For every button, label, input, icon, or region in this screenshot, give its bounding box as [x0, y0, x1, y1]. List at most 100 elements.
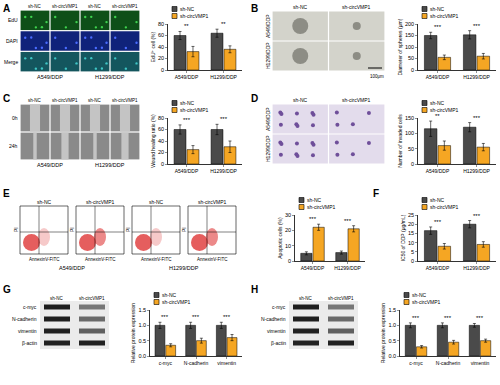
svg-text:sh-circVMP1: sh-circVMP1 — [86, 199, 115, 205]
svg-text:sh-circVMP1: sh-circVMP1 — [430, 107, 459, 113]
svg-text:**: ** — [435, 113, 440, 119]
svg-text:A549/DDP: A549/DDP — [37, 74, 63, 80]
svg-text:EdU: EdU — [8, 17, 18, 23]
svg-text:80: 80 — [158, 21, 164, 27]
svg-text:0.5: 0.5 — [388, 338, 396, 344]
svg-text:Diameter of spheres (μm): Diameter of spheres (μm) — [397, 18, 403, 75]
svg-text:PI: PI — [181, 227, 187, 232]
svg-text:A549/DDP: A549/DDP — [426, 74, 450, 80]
svg-text:H1299/DDP: H1299/DDP — [463, 74, 490, 80]
svg-text:A549/DDP: A549/DDP — [265, 14, 271, 38]
svg-text:***: *** — [183, 117, 191, 123]
svg-text:A549/DDP: A549/DDP — [175, 74, 199, 80]
svg-text:sh-circVMP1: sh-circVMP1 — [162, 299, 191, 305]
svg-text:β-actin: β-actin — [22, 340, 37, 346]
svg-text:sh-NC: sh-NC — [307, 197, 322, 203]
svg-text:50: 50 — [408, 146, 414, 152]
svg-text:60: 60 — [158, 32, 164, 38]
svg-text:c-myc: c-myc — [409, 360, 423, 366]
svg-text:sh-NC: sh-NC — [162, 292, 177, 298]
svg-text:sh-NC: sh-NC — [293, 97, 308, 103]
svg-text:sh-NC: sh-NC — [293, 4, 308, 10]
svg-text:H1299/DDP: H1299/DDP — [463, 265, 490, 271]
svg-text:sh-circVMP1: sh-circVMP1 — [430, 204, 459, 210]
svg-text:40: 40 — [158, 138, 164, 144]
svg-text:A549/DDP: A549/DDP — [175, 168, 199, 174]
svg-text:N-cadherin: N-cadherin — [184, 360, 209, 366]
svg-text:H1299/DDP: H1299/DDP — [95, 162, 125, 168]
svg-text:sh-circVMP1: sh-circVMP1 — [342, 97, 371, 103]
svg-text:sh-NC: sh-NC — [430, 6, 445, 12]
svg-text:H1299/DDP: H1299/DDP — [265, 135, 271, 162]
svg-text:sh-circVMP1: sh-circVMP1 — [430, 13, 459, 19]
svg-text:15: 15 — [408, 230, 414, 236]
svg-text:sh-circVMP1: sh-circVMP1 — [52, 98, 78, 103]
svg-text:20: 20 — [158, 149, 164, 155]
svg-text:c-myc: c-myc — [23, 304, 37, 310]
svg-text:24h: 24h — [9, 143, 18, 149]
svg-text:A549/DDP: A549/DDP — [59, 265, 85, 271]
svg-text:Relative protein expression: Relative protein expression — [380, 303, 386, 364]
svg-text:N-cadherin: N-cadherin — [261, 316, 286, 322]
svg-text:0.0: 0.0 — [388, 353, 396, 359]
svg-text:sh-NC: sh-NC — [180, 100, 195, 106]
svg-text:β-actin: β-actin — [271, 340, 286, 346]
svg-text:A549/DDP: A549/DDP — [37, 162, 63, 168]
svg-text:**: ** — [221, 21, 226, 27]
svg-text:A549/DDP: A549/DDP — [426, 168, 450, 174]
svg-text:10: 10 — [408, 240, 414, 246]
svg-text:c-myc: c-myc — [272, 304, 286, 310]
svg-text:50: 50 — [408, 55, 414, 61]
svg-text:AnnexinV-FITC: AnnexinV-FITC — [29, 257, 60, 262]
svg-text:sh-NC: sh-NC — [88, 98, 102, 103]
svg-text:H1299/DDP: H1299/DDP — [265, 42, 271, 69]
svg-text:1.0: 1.0 — [388, 322, 396, 328]
svg-text:sh-NC: sh-NC — [37, 199, 52, 205]
svg-text:100: 100 — [405, 130, 414, 136]
svg-text:***: *** — [434, 219, 442, 225]
svg-text:***: *** — [444, 315, 452, 321]
svg-text:***: *** — [473, 115, 481, 121]
svg-text:C: C — [3, 93, 10, 104]
svg-text:***: *** — [220, 116, 228, 122]
svg-text:***: *** — [161, 314, 169, 320]
svg-text:sh-circVMP1: sh-circVMP1 — [79, 296, 105, 301]
svg-text:c-myc: c-myc — [159, 360, 173, 366]
svg-text:sh-NC: sh-NC — [180, 6, 195, 12]
svg-text:N-cadherin: N-cadherin — [436, 360, 461, 366]
svg-text:20: 20 — [285, 227, 291, 233]
svg-text:***: *** — [223, 314, 231, 320]
svg-text:20: 20 — [408, 221, 414, 227]
svg-text:A549/DDP: A549/DDP — [301, 265, 325, 271]
svg-text:sh-circVMP1: sh-circVMP1 — [328, 296, 354, 301]
svg-text:PI: PI — [125, 227, 131, 232]
svg-text:0: 0 — [161, 161, 164, 167]
svg-text:PI: PI — [13, 227, 19, 232]
svg-text:A549/DDP: A549/DDP — [265, 107, 271, 131]
svg-text:sh-NC: sh-NC — [50, 296, 64, 301]
svg-text:sh-NC: sh-NC — [28, 4, 42, 9]
svg-text:sh-NC: sh-NC — [88, 4, 102, 9]
svg-text:0: 0 — [411, 67, 414, 73]
svg-text:***: *** — [473, 23, 481, 29]
svg-text:sh-circVMP1: sh-circVMP1 — [342, 4, 371, 10]
svg-text:AnnexinV-FITC: AnnexinV-FITC — [85, 257, 116, 262]
svg-text:sh-NC: sh-NC — [430, 100, 445, 106]
svg-text:EdU⁺ cell (%): EdU⁺ cell (%) — [150, 31, 156, 62]
svg-text:sh-circVMP1: sh-circVMP1 — [180, 107, 209, 113]
svg-text:IC50 of DDP (μg/mL): IC50 of DDP (μg/mL) — [400, 214, 406, 261]
svg-text:100μm: 100μm — [370, 74, 384, 79]
svg-text:vimentin: vimentin — [18, 328, 37, 334]
svg-text:B: B — [251, 3, 258, 14]
svg-text:E: E — [3, 188, 10, 199]
svg-text:30: 30 — [285, 212, 291, 218]
svg-text:sh-NC: sh-NC — [149, 199, 164, 205]
svg-text:sh-circVMP1: sh-circVMP1 — [52, 4, 78, 9]
svg-text:vimentin: vimentin — [267, 328, 286, 334]
svg-text:1.5: 1.5 — [388, 307, 396, 313]
svg-text:100: 100 — [405, 44, 414, 50]
svg-text:sh-circVMP1: sh-circVMP1 — [198, 199, 227, 205]
svg-text:sh-circVMP1: sh-circVMP1 — [112, 98, 138, 103]
svg-text:40: 40 — [158, 44, 164, 50]
svg-text:0: 0 — [288, 258, 291, 264]
